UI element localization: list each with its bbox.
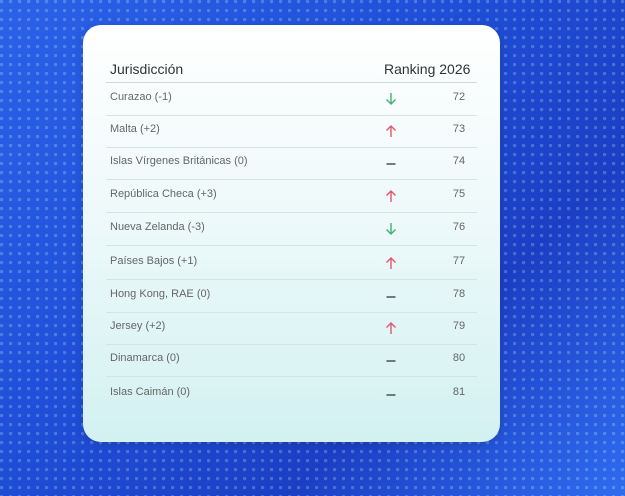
jurisdiction: Países Bajos (+1): [110, 255, 198, 267]
no-change-dash: [386, 296, 396, 298]
table-row: Nueva Zelanda (-3) 76: [106, 213, 477, 246]
down-arrow: [386, 93, 396, 105]
up-arrow: [386, 322, 396, 334]
up-arrow: [386, 125, 396, 137]
table-row: Islas Caimán (0) 81: [106, 378, 477, 410]
table-row: Jersey (+2) 79: [106, 312, 477, 345]
no-change-dash: [386, 360, 396, 362]
up-arrow: [386, 190, 396, 202]
no-change-dash: [386, 163, 396, 165]
ranking: 76: [452, 221, 466, 233]
column-header: Jurisdicción: [110, 61, 184, 77]
table-row: Países Bajos (+1) 77: [106, 247, 477, 280]
jurisdiction: Hong Kong, RAE (0): [110, 288, 211, 300]
jurisdiction: Nueva Zelanda (-3): [110, 221, 205, 233]
jurisdiction: Malta (+2): [110, 123, 160, 135]
down-arrow: [386, 223, 396, 235]
ranking: 74: [452, 155, 466, 167]
ranking: 79: [452, 320, 466, 332]
ranking: 81: [452, 386, 466, 398]
up-arrow: [386, 257, 396, 269]
header-line: [106, 82, 477, 83]
jurisdiction: Islas Vírgenes Británicas (0): [110, 155, 248, 167]
ranking: 80: [452, 352, 466, 364]
table-row: República Checa (+3) 75: [106, 180, 477, 213]
table-row: Islas Vírgenes Británicas (0) 74: [106, 147, 477, 180]
table-row: Hong Kong, RAE (0) 78: [106, 280, 477, 313]
jurisdiction: Islas Caimán (0): [110, 386, 191, 398]
ranking: 72: [452, 91, 466, 103]
jurisdiction: Jersey (+2): [110, 320, 166, 332]
jurisdiction: Dinamarca (0): [110, 352, 180, 364]
jurisdiction: Curazao (-1): [110, 91, 172, 103]
column-header: Ranking 2026: [384, 61, 471, 77]
table-row: Dinamarca (0) 80: [106, 344, 477, 377]
table-row: Malta (+2) 73: [106, 115, 477, 148]
jurisdiction: República Checa (+3): [110, 188, 217, 200]
no-change-dash: [386, 394, 396, 396]
ranking-card: Jurisdicción Ranking 2026 Curazao (-1) 7…: [83, 25, 500, 442]
table-row: Curazao (-1) 72: [106, 83, 477, 116]
ranking: 78: [452, 288, 466, 300]
ranking: 73: [452, 123, 466, 135]
ranking: 75: [452, 188, 466, 200]
ranking: 77: [452, 255, 466, 267]
